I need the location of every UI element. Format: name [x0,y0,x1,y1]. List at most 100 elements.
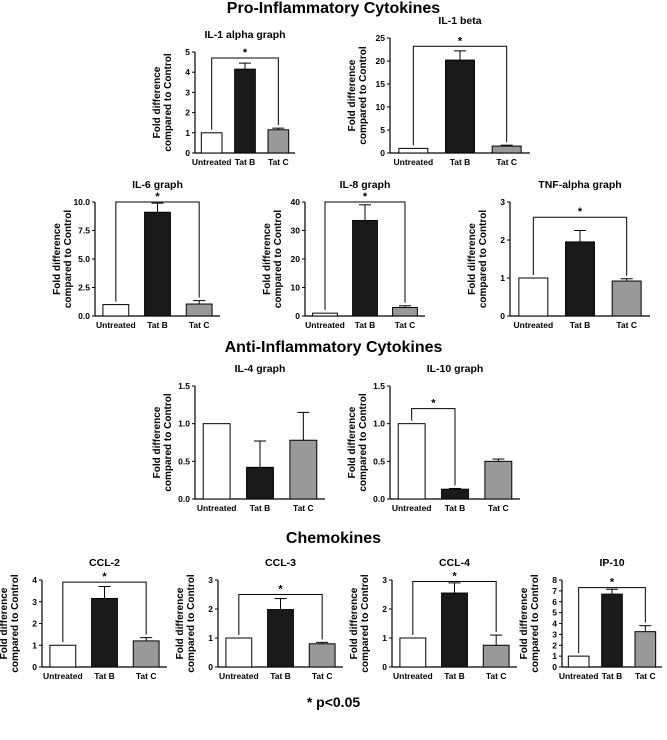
y-axis-label: Fold differencecompared to Control [262,210,284,309]
y-tick-label: 0 [208,662,213,672]
significance-star: * [458,35,463,47]
x-tick-label: Tat C [268,157,289,167]
y-tick-label: 3 [500,197,505,207]
y-tick-label: 1 [500,273,505,283]
y-axis-label-line: compared to Control [530,574,541,673]
y-tick-label: 1 [32,640,37,650]
section-title-pro: Pro-Inflammatory Cytokines [226,0,441,17]
x-tick-label: Untreated [197,503,237,513]
chart-ccl3: CCL-3 Fold differencecompared to Control 0… [175,557,343,681]
significance-star: * [578,206,583,218]
x-tick-label: Tat B [250,503,271,513]
x-tick-label: Tat B [444,671,465,681]
x-tick-label: Tat C [312,671,333,681]
y-tick-label: 5 [380,125,385,135]
bar-tatB [601,593,623,668]
significance-star: * [610,577,615,589]
y-axis-label-line: Fold difference [152,406,163,478]
significance-star: * [278,584,283,596]
y-tick-label: 1 [382,633,387,643]
bar-untreated [49,644,77,668]
y-tick-label: 0 [382,662,387,672]
y-tick-label: 5.0 [78,254,90,264]
y-tick-label: 4 [32,575,37,585]
bar-untreated [225,637,253,668]
y-axis-label-line: compared to Control [163,393,174,492]
y-tick-label: 3 [208,575,213,585]
x-tick-label: Untreated [96,320,136,330]
y-tick-label: 0 [295,311,300,321]
bar-tatC [482,644,510,668]
y-axis-label-line: Fold difference [347,59,358,131]
bar-tatC [392,306,418,317]
chart-title: IL-10 graph [427,363,484,375]
bar-tatC [611,280,642,317]
y-tick-label: 4 [552,619,557,629]
x-tick-label: Untreated [513,320,553,330]
chart-title: TNF-alpha graph [538,179,621,191]
y-tick-label: 30 [291,226,301,236]
y-tick-label: 0 [185,148,190,158]
x-tick-label: Tat C [635,671,656,681]
chart-il8: IL-8 graph Fold differencecompared to Con… [262,179,425,330]
significance-bracket [412,580,497,635]
chart-title: IP-10 [599,557,624,569]
significance-bracket [62,581,147,643]
y-axis-label-line: Fold difference [152,66,163,138]
bar-tatC [289,439,318,500]
chart-il1b: IL-1 beta Fold differencecompared to Cont… [347,15,530,167]
y-tick-label: 5 [185,47,190,57]
y-tick-label: 2.5 [78,283,90,293]
y-tick-label: 3 [32,597,37,607]
y-tick-label: 1.5 [373,381,385,391]
x-tick-label: Tat C [496,157,517,167]
significance-star: * [363,191,368,203]
y-tick-label: 0.0 [78,311,90,321]
y-axis-label-line: Fold difference [467,223,478,295]
significance-star: * [243,47,248,59]
y-axis-label: Fold differencecompared to Control [467,210,489,309]
y-axis-label-line: Fold difference [0,587,10,659]
y-tick-label: 10 [291,283,301,293]
x-tick-label: Untreated [559,671,599,681]
y-axis-label-line: compared to Control [360,574,371,673]
x-tick-label: Untreated [43,671,83,681]
bar-untreated [200,132,223,154]
x-tick-label: Tat B [450,157,471,167]
bar-untreated [398,147,429,154]
significance-bracket [578,587,646,654]
bar-untreated [399,637,427,668]
significance-bracket [324,201,406,311]
y-axis-label: Fold differencecompared to Control [347,393,369,492]
y-axis-label: Fold differencecompared to Control [152,53,174,152]
x-tick-label: Tat C [486,671,507,681]
y-tick-label: 2 [185,108,190,118]
y-axis-label-line: compared to Control [163,53,174,152]
significance-star: * [102,571,107,583]
y-tick-label: 0.0 [178,494,190,504]
y-tick-label: 1.0 [178,419,190,429]
x-tick-label: Tat B [147,320,168,330]
x-tick-label: Tat B [270,671,291,681]
y-tick-label: 1 [208,633,213,643]
y-tick-label: 0 [380,148,385,158]
y-tick-label: 1.0 [373,419,385,429]
x-tick-label: Tat C [189,320,210,330]
x-tick-label: Tat C [616,320,637,330]
chart-il10: IL-10 graph Fold differencecompared to Co… [347,363,520,513]
y-tick-label: 15 [376,79,386,89]
x-tick-label: Tat C [136,671,157,681]
significance-bracket [532,216,628,276]
bar-tatC [308,643,336,668]
bar-untreated [202,423,231,500]
y-axis-label-line: Fold difference [347,406,358,478]
chart-title: IL-1 beta [438,15,481,27]
y-axis-label: Fold differencecompared to Control [0,574,21,673]
y-axis-label-line: compared to Control [63,210,74,309]
chart-ccl2: CCL-2 Fold differencecompared to Control 0… [0,557,167,681]
y-axis-label-line: compared to Control [358,46,369,145]
bar-untreated [102,304,130,317]
y-tick-label: 0.5 [178,456,190,466]
y-tick-label: 0.0 [373,494,385,504]
chart-tnfa: TNF-alpha graph Fold differencecompared t… [467,179,650,330]
